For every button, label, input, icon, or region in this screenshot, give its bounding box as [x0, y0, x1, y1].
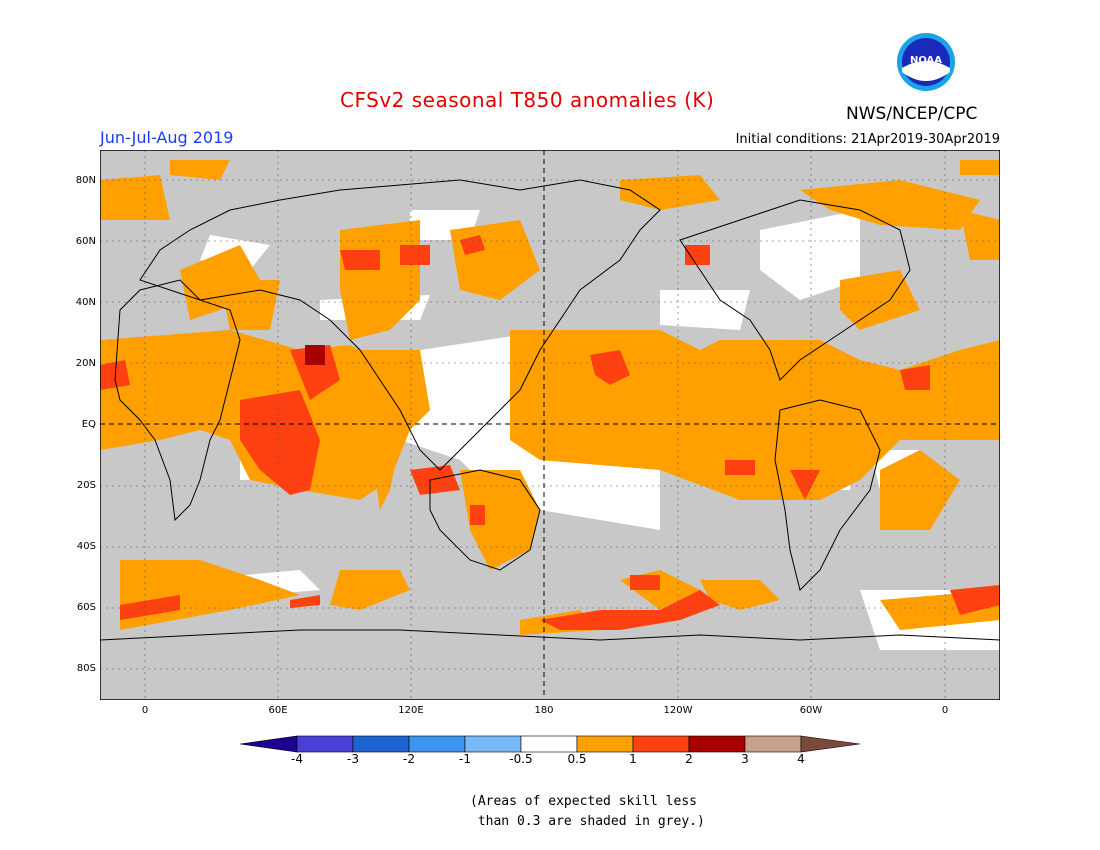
colorbar-swatch — [352, 735, 410, 753]
colorbar-swatch — [520, 735, 578, 753]
colorbar-label: 0.5 — [567, 752, 587, 766]
colorbar-label: -4 — [291, 752, 303, 766]
agency-label: NWS/NCEP/CPC — [846, 104, 978, 124]
lon-label: 60W — [799, 705, 823, 716]
lon-label: 0 — [941, 705, 949, 716]
lat-label: 20S — [76, 480, 96, 491]
colorbar-swatch — [296, 735, 354, 753]
colorbar-arrow-left — [240, 735, 298, 753]
lat-label: 80S — [76, 663, 96, 674]
lat-label: EQ — [81, 419, 96, 430]
colorbar-label: 4 — [797, 752, 805, 766]
season-label: Jun-Jul-Aug 2019 — [100, 128, 234, 147]
lat-label: 40S — [76, 541, 96, 552]
lat-label: 80N — [75, 175, 96, 186]
lon-label: 180 — [534, 705, 554, 716]
colorbar-swatch — [688, 735, 746, 753]
lat-label: 20N — [75, 358, 96, 369]
red-regions — [100, 235, 1000, 630]
lon-label: 60E — [268, 705, 288, 716]
colorbar-arrow-right — [800, 735, 860, 753]
colorbar-label: -2 — [403, 752, 415, 766]
noaa-logo-text: NOAA — [910, 55, 942, 66]
colorbar — [240, 735, 860, 753]
colorbar-label: 2 — [685, 752, 693, 766]
colorbar-swatch — [408, 735, 466, 753]
colorbar-swatch — [632, 735, 690, 753]
coastlines — [100, 179, 1000, 641]
colorbar-swatch — [576, 735, 634, 753]
colorbar-label: -3 — [347, 752, 359, 766]
colorbar-swatch — [464, 735, 522, 753]
darkred-regions — [305, 345, 325, 365]
colorbar-label: -1 — [459, 752, 471, 766]
lon-label: 120E — [398, 705, 424, 716]
map-title: CFSv2 seasonal T850 anomalies (K) — [340, 88, 715, 112]
lat-label: 60S — [76, 602, 96, 613]
lat-label: 40N — [75, 297, 96, 308]
anomaly-map — [100, 150, 1000, 700]
lon-label: 0 — [141, 705, 149, 716]
colorbar-label: -0.5 — [509, 752, 533, 766]
skill-note-line2: than 0.3 are shaded in grey.) — [470, 814, 705, 829]
colorbar-label: 1 — [629, 752, 637, 766]
lat-label: 60N — [75, 236, 96, 247]
lat-lon-grid — [100, 150, 1000, 700]
equator-dateline — [100, 150, 1000, 700]
colorbar-swatch — [744, 735, 802, 753]
initial-conditions-label: Initial conditions: 21Apr2019-30Apr2019 — [735, 132, 1000, 147]
noaa-logo: NOAA — [897, 33, 955, 91]
colorbar-label: 3 — [741, 752, 749, 766]
lon-label: 120W — [663, 705, 693, 716]
skill-note: (Areas of expected skill less than 0.3 a… — [470, 792, 705, 832]
skill-note-line1: (Areas of expected skill less — [470, 794, 697, 809]
